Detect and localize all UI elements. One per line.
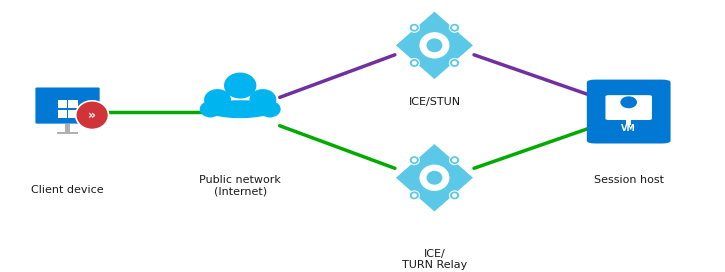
Ellipse shape bbox=[259, 101, 281, 118]
Ellipse shape bbox=[450, 23, 460, 32]
Ellipse shape bbox=[621, 96, 637, 108]
Bar bbox=[57, 132, 78, 134]
FancyBboxPatch shape bbox=[587, 80, 671, 144]
Ellipse shape bbox=[249, 89, 276, 110]
Ellipse shape bbox=[450, 156, 460, 165]
Bar bbox=[68, 110, 78, 118]
Ellipse shape bbox=[450, 191, 460, 200]
Ellipse shape bbox=[426, 38, 442, 52]
Ellipse shape bbox=[452, 61, 457, 65]
Text: VM: VM bbox=[621, 124, 636, 133]
Bar bbox=[57, 100, 67, 108]
Ellipse shape bbox=[419, 32, 450, 58]
Bar bbox=[65, 123, 70, 132]
Ellipse shape bbox=[204, 89, 231, 110]
Ellipse shape bbox=[224, 73, 257, 98]
Text: Public network
(Internet): Public network (Internet) bbox=[199, 175, 281, 197]
Ellipse shape bbox=[412, 193, 417, 198]
Ellipse shape bbox=[409, 191, 420, 200]
Ellipse shape bbox=[412, 26, 417, 30]
FancyBboxPatch shape bbox=[35, 87, 101, 125]
Ellipse shape bbox=[452, 193, 457, 198]
Ellipse shape bbox=[452, 26, 457, 30]
Ellipse shape bbox=[419, 165, 450, 191]
Ellipse shape bbox=[75, 101, 109, 129]
Bar bbox=[68, 100, 78, 108]
Polygon shape bbox=[395, 143, 474, 212]
Text: »: » bbox=[88, 109, 96, 122]
Text: ICE/STUN: ICE/STUN bbox=[408, 97, 460, 107]
Ellipse shape bbox=[412, 61, 417, 65]
Polygon shape bbox=[395, 11, 474, 80]
Text: Session host: Session host bbox=[594, 175, 663, 186]
Ellipse shape bbox=[205, 100, 276, 118]
Text: ICE/
TURN Relay: ICE/ TURN Relay bbox=[402, 249, 467, 270]
Ellipse shape bbox=[452, 158, 457, 162]
Ellipse shape bbox=[412, 158, 417, 162]
Ellipse shape bbox=[409, 156, 420, 165]
Ellipse shape bbox=[450, 58, 460, 67]
Ellipse shape bbox=[426, 171, 442, 185]
Ellipse shape bbox=[409, 58, 420, 67]
FancyBboxPatch shape bbox=[605, 95, 652, 120]
Bar bbox=[626, 119, 631, 125]
Bar bbox=[57, 110, 67, 118]
Ellipse shape bbox=[409, 23, 420, 32]
Text: Client device: Client device bbox=[31, 185, 104, 195]
Ellipse shape bbox=[199, 101, 221, 118]
